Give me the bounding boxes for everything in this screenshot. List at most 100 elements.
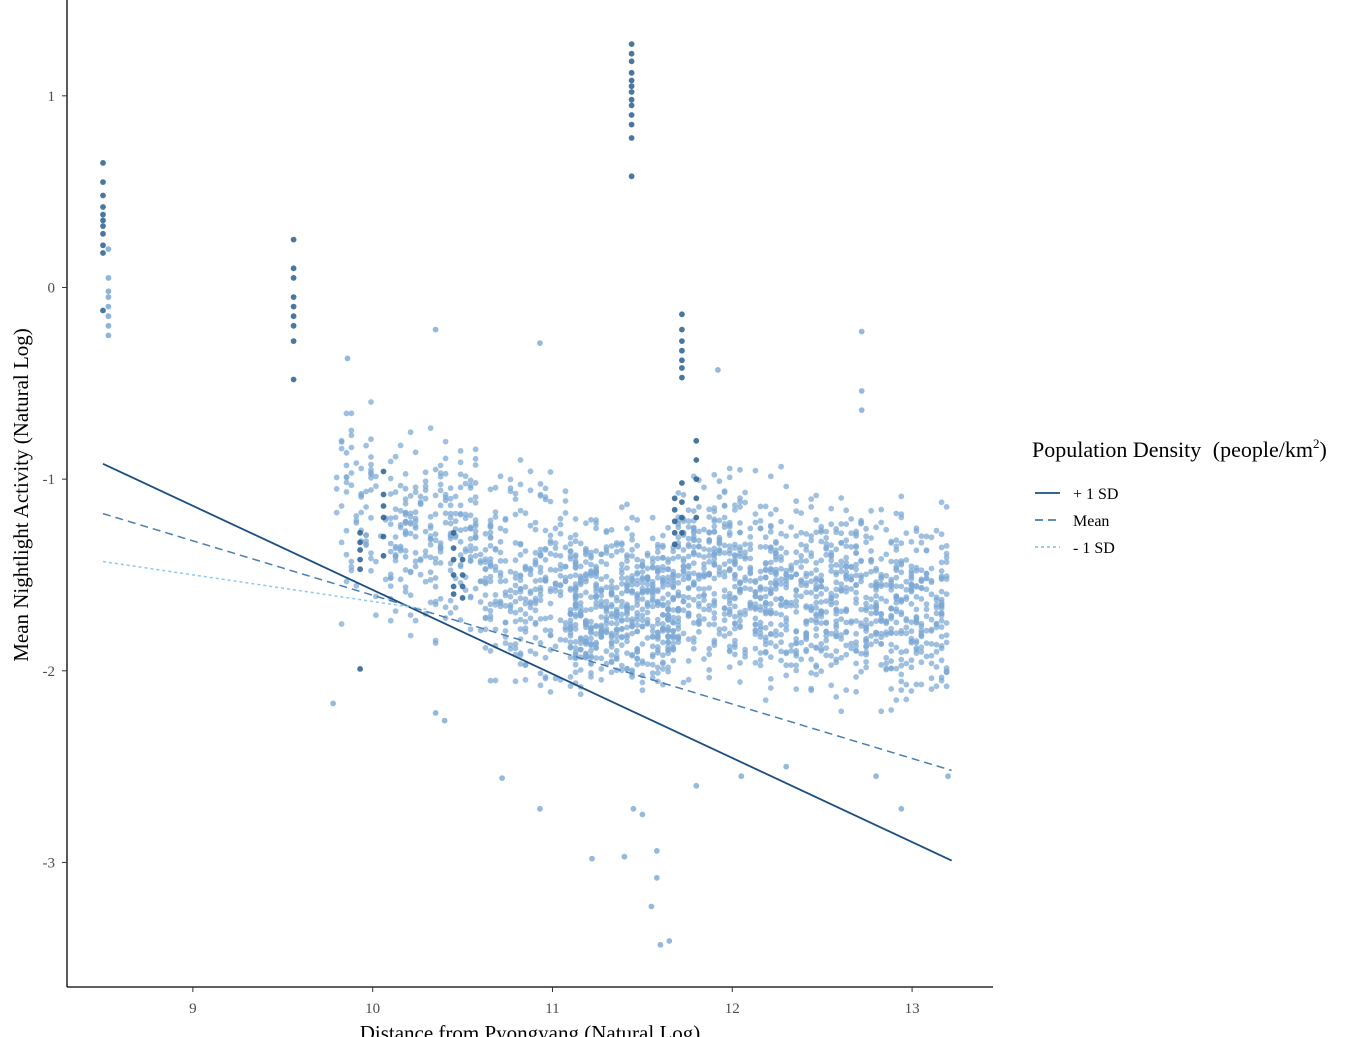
- data-point: [778, 557, 784, 563]
- data-point: [788, 565, 795, 571]
- data-point: [833, 624, 840, 631]
- data-point: [803, 543, 810, 549]
- data-point: [762, 534, 769, 541]
- data-point: [577, 577, 584, 584]
- data-point: [823, 628, 830, 635]
- data-point: [883, 582, 890, 588]
- data-point: [457, 552, 464, 558]
- data-point: [572, 516, 579, 522]
- data-point: [532, 598, 539, 604]
- data-point: [721, 605, 728, 612]
- data-point: [588, 561, 594, 568]
- data-point: [492, 484, 499, 491]
- data-point: [487, 573, 494, 580]
- data-point: [783, 626, 790, 633]
- data-point: [598, 655, 605, 662]
- data-point: [517, 586, 524, 592]
- data-point: [618, 547, 625, 553]
- data-point: [726, 647, 733, 654]
- data-point: [649, 603, 656, 610]
- data-point: [542, 485, 549, 492]
- data-point: [898, 671, 905, 678]
- data-point: [660, 584, 666, 590]
- data-point: [778, 530, 784, 537]
- data-point: [918, 620, 925, 627]
- data-point: [843, 543, 850, 549]
- data-point: [512, 645, 519, 652]
- data-point: [690, 570, 697, 577]
- data-point: [537, 805, 543, 812]
- data-point: [893, 510, 900, 517]
- data-point: [417, 556, 424, 562]
- data-point: [838, 608, 845, 615]
- data-point: [527, 487, 534, 494]
- data-point: [608, 590, 615, 596]
- data-point: [675, 579, 682, 586]
- data-point: [813, 492, 820, 499]
- data-point: [547, 689, 554, 695]
- data-point: [628, 135, 635, 141]
- data-point: [472, 553, 479, 559]
- data-point: [572, 661, 579, 668]
- data-point: [888, 648, 895, 654]
- data-point: [903, 578, 910, 585]
- data-point: [357, 529, 363, 536]
- data-point: [873, 606, 879, 612]
- data-point: [660, 578, 666, 585]
- data-point: [537, 640, 544, 646]
- data-point: [392, 557, 399, 564]
- data-point: [670, 635, 677, 641]
- data-point: [603, 573, 610, 580]
- data-point: [690, 596, 697, 603]
- data-point: [380, 468, 387, 475]
- data-point: [737, 586, 743, 592]
- data-point: [618, 626, 625, 632]
- data-point: [653, 848, 660, 854]
- data-point: [943, 559, 950, 565]
- data-point: [654, 647, 661, 653]
- data-point: [706, 514, 713, 520]
- data-point: [685, 507, 692, 513]
- data-point: [562, 637, 569, 643]
- fit-lines: [102, 462, 953, 862]
- data-point: [706, 558, 713, 565]
- data-point: [721, 521, 728, 527]
- data-point: [938, 617, 945, 624]
- data-point: [778, 463, 784, 470]
- data-point: [634, 655, 641, 662]
- data-point: [696, 504, 702, 510]
- data-point: [368, 487, 374, 493]
- data-point: [613, 548, 620, 555]
- data-point: [593, 623, 599, 630]
- data-point: [412, 449, 419, 456]
- data-point: [649, 661, 656, 668]
- data-point: [823, 652, 830, 659]
- data-point: [742, 499, 748, 506]
- data-point: [557, 530, 564, 537]
- data-point: [588, 647, 594, 654]
- data-point: [757, 586, 764, 593]
- data-point: [883, 618, 890, 624]
- data-point: [358, 465, 365, 472]
- data-point: [878, 641, 885, 647]
- data-point: [644, 574, 651, 580]
- data-point: [716, 630, 723, 637]
- data-point: [833, 546, 840, 553]
- data-point: [762, 624, 769, 631]
- data-point: [893, 593, 900, 599]
- data-point: [701, 597, 707, 603]
- data-point: [853, 550, 859, 556]
- data-point: [432, 492, 439, 499]
- data-point: [853, 618, 859, 624]
- data-point: [833, 562, 840, 568]
- data-point: [773, 538, 779, 545]
- data-point: [557, 592, 564, 599]
- data-point: [593, 563, 599, 570]
- data-point: [649, 596, 656, 602]
- data-point: [752, 631, 759, 638]
- data-point: [644, 635, 651, 641]
- data-point: [773, 632, 779, 639]
- data-point: [757, 650, 764, 656]
- data-point: [685, 524, 692, 530]
- data-point: [482, 592, 489, 598]
